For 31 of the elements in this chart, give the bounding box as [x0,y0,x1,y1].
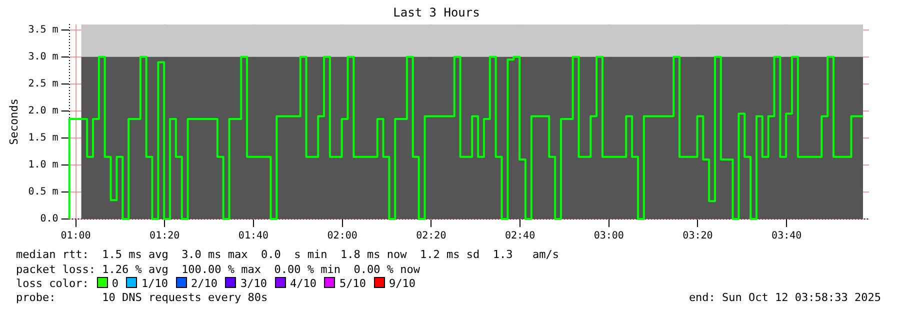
y-tick-label: 0.0 [40,214,58,225]
x-tick-label: 02:40 [504,230,536,242]
chart-title: Last 3 Hours [393,5,480,20]
x-tick-label: 01:40 [238,230,269,242]
y-tick-label: 3.5 m [28,24,58,36]
text: 4/10 [290,277,316,290]
y-tick-label: 1.5 m [28,132,58,144]
y-tick-label: 3.0 m [28,51,58,62]
y-tick-label: 2.5 m [28,78,58,90]
text: median rtt: 1.5 ms avg 3.0 ms max 0.0 s min 1.8 ms now 1.2 ms sd 1.3 am/s [16,248,560,261]
y-tick-label: 1.0 m [28,160,58,171]
x-tick-label: 01:00 [60,230,91,242]
x-tick-label: 02:00 [327,230,358,242]
text: 0 [112,277,118,290]
x-tick-label: 03:00 [594,230,624,242]
text: 3/10 [240,277,267,290]
text: packet loss: 1.26 % avg 100.00 % max 0.00 % min 0.00 % now [16,263,420,276]
y-tick-label: 2.0 m [28,105,58,116]
x-tick-label: 01:20 [150,230,180,242]
x-tick-label: 03:40 [772,230,802,242]
text: end: Sun Oct 12 03:58:33 2025 [688,291,881,304]
x-tick-label: 02:20 [416,230,446,242]
y-axis-title: Seconds [7,98,20,145]
text: 9/10 [388,277,416,290]
text: 1/10 [141,277,168,290]
text: 5/10 [339,277,366,290]
text: 2/10 [190,277,218,290]
x-tick-label: 03:20 [682,230,713,242]
y-tick-label: 0.5 m [28,186,58,198]
text: loss color: [16,277,89,290]
text: probe: 10 DNS requests every 80s [16,291,268,304]
